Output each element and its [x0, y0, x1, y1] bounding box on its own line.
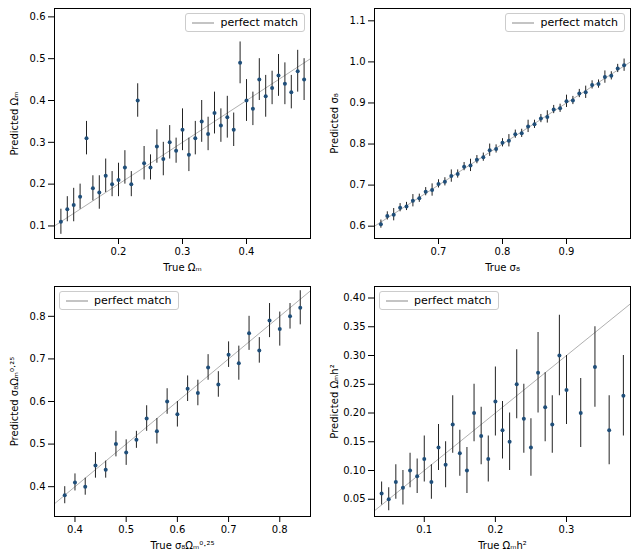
svg-text:0.1: 0.1	[30, 220, 46, 231]
svg-text:0.2: 0.2	[30, 178, 46, 189]
html-text:perfect match: perfect match	[540, 16, 618, 29]
svg-text:Predicted Ωₘ: Predicted Ωₘ	[9, 92, 20, 156]
svg-text:0.4: 0.4	[67, 524, 83, 535]
svg-text:Predicted σ₈Ωₘ⁰·²⁵: Predicted σ₈Ωₘ⁰·²⁵	[9, 357, 20, 447]
svg-text:0.40: 0.40	[343, 292, 365, 303]
svg-text:True σ₈Ωₘ⁰·²⁵: True σ₈Ωₘ⁰·²⁵	[150, 540, 215, 551]
svg-text:Predicted σ₈: Predicted σ₈	[329, 93, 340, 153]
svg-text:0.2: 0.2	[111, 246, 127, 257]
html-text:perfect match: perfect match	[220, 16, 298, 29]
svg-text:0.6: 0.6	[169, 524, 185, 535]
svg-text:0.05: 0.05	[343, 493, 365, 504]
svg-text:0.3: 0.3	[30, 137, 46, 148]
svg-text:0.7: 0.7	[350, 179, 366, 190]
svg-text:Predicted Ωₘh²: Predicted Ωₘh²	[329, 364, 340, 438]
svg-text:0.6: 0.6	[350, 220, 366, 231]
svg-text:0.7: 0.7	[431, 246, 447, 257]
svg-text:0.35: 0.35	[343, 321, 365, 332]
svg-text:True Ωₘ: True Ωₘ	[162, 262, 201, 273]
svg-text:0.3: 0.3	[175, 246, 191, 257]
svg-text:0.20: 0.20	[343, 407, 365, 418]
html-text:perfect match: perfect match	[414, 294, 492, 307]
svg-text:0.5: 0.5	[30, 53, 46, 64]
svg-text:0.4: 0.4	[239, 246, 255, 257]
svg-text:0.9: 0.9	[559, 246, 575, 257]
svg-text:0.8: 0.8	[272, 524, 288, 535]
svg-text:True Ωₘh²: True Ωₘh²	[477, 540, 527, 551]
svg-text:0.2: 0.2	[487, 524, 503, 535]
svg-text:1.1: 1.1	[350, 15, 366, 26]
svg-text:0.4: 0.4	[30, 95, 46, 106]
svg-text:0.10: 0.10	[343, 465, 365, 476]
svg-text:0.8: 0.8	[30, 311, 46, 322]
svg-text:0.9: 0.9	[350, 97, 366, 108]
svg-text:0.1: 0.1	[416, 524, 432, 535]
svg-text:0.6: 0.6	[30, 396, 46, 407]
svg-text:0.6: 0.6	[30, 11, 46, 22]
svg-text:True σ₈: True σ₈	[484, 262, 520, 273]
svg-text:0.5: 0.5	[118, 524, 134, 535]
svg-text:0.8: 0.8	[350, 138, 366, 149]
svg-text:0.8: 0.8	[495, 246, 511, 257]
svg-text:0.15: 0.15	[343, 436, 365, 447]
svg-text:0.7: 0.7	[30, 353, 46, 364]
svg-text:0.4: 0.4	[30, 481, 46, 492]
svg-text:0.5: 0.5	[30, 438, 46, 449]
svg-text:0.7: 0.7	[221, 524, 237, 535]
svg-text:0.30: 0.30	[343, 350, 365, 361]
svg-text:1.0: 1.0	[350, 56, 366, 67]
html-text:perfect match: perfect match	[94, 294, 172, 307]
svg-text:0.25: 0.25	[343, 378, 365, 389]
svg-text:0.3: 0.3	[559, 524, 575, 535]
